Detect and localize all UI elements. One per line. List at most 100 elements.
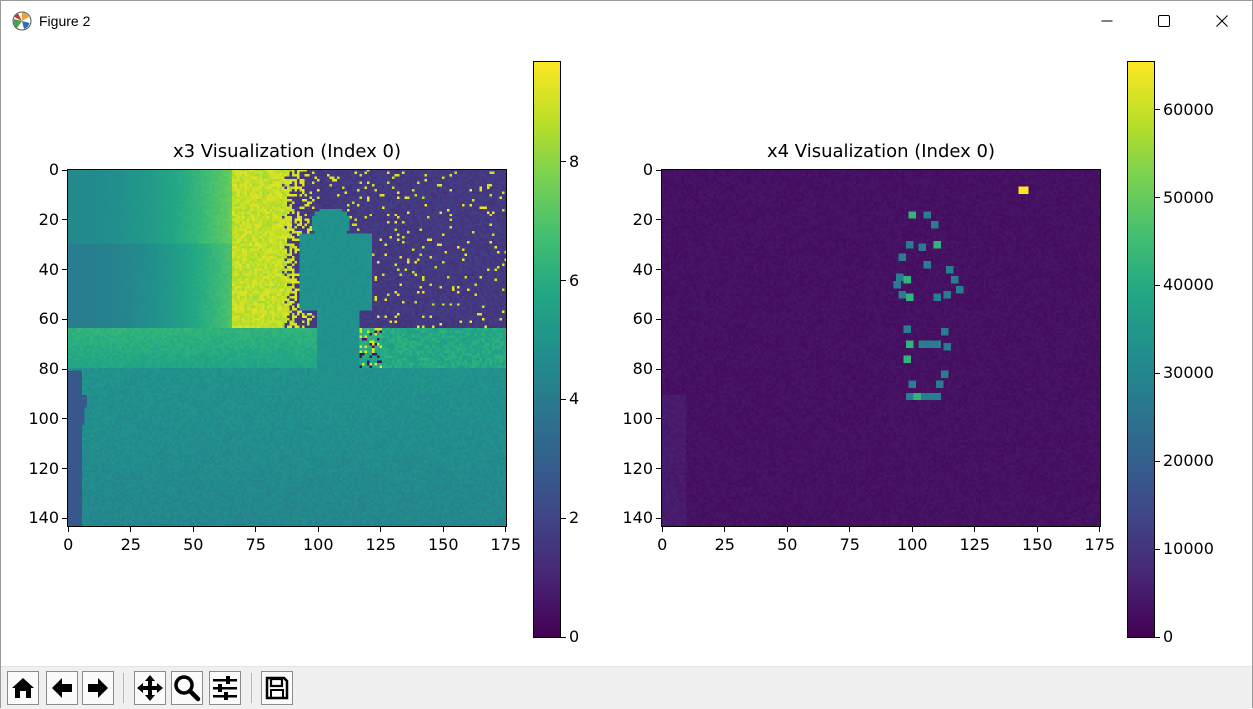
y-tick-label: 60 (632, 309, 653, 329)
y-tick-label: 0 (48, 160, 59, 180)
colorbar-tick-label: 50000 (1163, 187, 1214, 207)
arrow-left-icon (52, 678, 72, 698)
window-title: Figure 2 (39, 13, 91, 29)
sliders-icon (213, 676, 237, 700)
colorbar-tick-mark (561, 398, 566, 400)
x-tick-mark (505, 527, 507, 532)
colorbar-tick-label: 6 (569, 270, 580, 290)
matplotlib-logo-icon (12, 11, 32, 31)
x-tick-label: 75 (839, 535, 860, 554)
x4-heatmap-image (661, 169, 1101, 527)
y-tick-mark (656, 368, 661, 370)
arrow-right-icon (88, 678, 108, 698)
y-tick-label: 80 (38, 359, 59, 379)
colorbar-tick-mark (561, 280, 566, 282)
x4-colorbar (1128, 61, 1155, 637)
pan-button[interactable] (134, 671, 166, 705)
colorbar-tick-label: 0 (1163, 627, 1174, 646)
y-tick-mark (62, 418, 67, 420)
y-tick-mark (62, 169, 67, 171)
x-tick-mark (130, 527, 132, 532)
x-tick-label: 125 (959, 535, 991, 554)
y-tick-label: 100 (622, 408, 653, 428)
y-tick-mark (62, 468, 67, 470)
x-tick-label: 50 (183, 535, 204, 554)
y-tick-mark (62, 219, 67, 221)
x3-colorbar (534, 61, 561, 637)
x-tick-label: 100 (302, 535, 334, 554)
x-tick-mark (317, 527, 319, 532)
x-tick-mark (380, 527, 382, 532)
x-tick-label: 50 (777, 535, 798, 554)
y-tick-mark (656, 269, 661, 271)
x-tick-mark (786, 527, 788, 532)
x3-axes-border (67, 169, 507, 527)
x-tick-label: 150 (1021, 535, 1053, 554)
x-tick-mark (1036, 527, 1038, 532)
y-tick-label: 120 (622, 458, 653, 478)
x-tick-label: 100 (896, 535, 928, 554)
colorbar-tick-mark (561, 636, 566, 638)
y-tick-mark (656, 318, 661, 320)
colorbar-tick-label: 40000 (1163, 275, 1214, 295)
zoom-button[interactable] (171, 671, 203, 705)
x-tick-label: 150 (427, 535, 459, 554)
home-icon (12, 678, 34, 698)
y-tick-label: 40 (632, 259, 653, 279)
y-tick-mark (656, 418, 661, 420)
title-bar[interactable]: Figure 2 (1, 1, 1252, 41)
x4-plot-title: x4 Visualization (Index 0) (766, 141, 995, 162)
x3-plot-title: x3 Visualization (Index 0) (172, 141, 401, 162)
x-tick-label: 25 (714, 535, 735, 554)
back-button[interactable] (46, 671, 78, 705)
y-tick-label: 100 (28, 408, 59, 428)
maximize-button[interactable] (1135, 1, 1193, 41)
magnifier-icon (174, 675, 201, 702)
y-tick-label: 0 (642, 160, 653, 180)
forward-button[interactable] (82, 671, 114, 705)
minimize-button[interactable] (1078, 1, 1136, 41)
colorbar-tick-mark (1155, 636, 1160, 638)
x4-colorbar-border (1127, 61, 1155, 638)
x4-axes-border (661, 169, 1101, 527)
x-tick-mark (192, 527, 194, 532)
x-tick-mark (661, 527, 663, 532)
x-tick-label: 0 (63, 535, 74, 554)
move-icon (137, 675, 163, 701)
minimize-icon (1101, 20, 1113, 22)
configure-subplots-button[interactable] (209, 671, 241, 705)
x-tick-label: 75 (245, 535, 266, 554)
colorbar-tick-label: 8 (569, 151, 580, 171)
colorbar-tick-mark (1155, 460, 1160, 462)
x3-heatmap-image (67, 169, 507, 527)
home-button[interactable] (7, 671, 39, 705)
colorbar-tick-label: 20000 (1163, 451, 1214, 471)
toolbar-separator (123, 673, 124, 703)
colorbar-tick-label: 60000 (1163, 99, 1214, 119)
colorbar-tick-mark (1155, 372, 1160, 374)
y-tick-mark (62, 318, 67, 320)
save-button[interactable] (261, 671, 293, 705)
y-tick-mark (656, 468, 661, 470)
y-tick-label: 140 (28, 508, 59, 528)
maximize-icon (1158, 15, 1170, 27)
y-tick-label: 120 (28, 458, 59, 478)
x-tick-mark (67, 527, 69, 532)
x-tick-mark (255, 527, 257, 532)
y-tick-label: 60 (38, 309, 59, 329)
x-tick-mark (974, 527, 976, 532)
x-tick-mark (724, 527, 726, 532)
colorbar-tick-mark (1155, 548, 1160, 550)
colorbar-tick-mark (1155, 109, 1160, 111)
colorbar-tick-mark (561, 161, 566, 163)
x-tick-label: 175 (1084, 535, 1116, 554)
x-tick-mark (1099, 527, 1101, 532)
y-tick-label: 140 (622, 508, 653, 528)
figure-canvas[interactable]: x3 Visualization (Index 0) 0 25 50 75 100 125… (1, 41, 1252, 666)
colorbar-tick-label: 2 (569, 508, 580, 528)
x-tick-label: 175 (490, 535, 522, 554)
close-button[interactable] (1193, 1, 1251, 41)
y-tick-label: 20 (38, 209, 59, 229)
y-tick-mark (656, 219, 661, 221)
x3-colorbar-border (533, 61, 561, 638)
